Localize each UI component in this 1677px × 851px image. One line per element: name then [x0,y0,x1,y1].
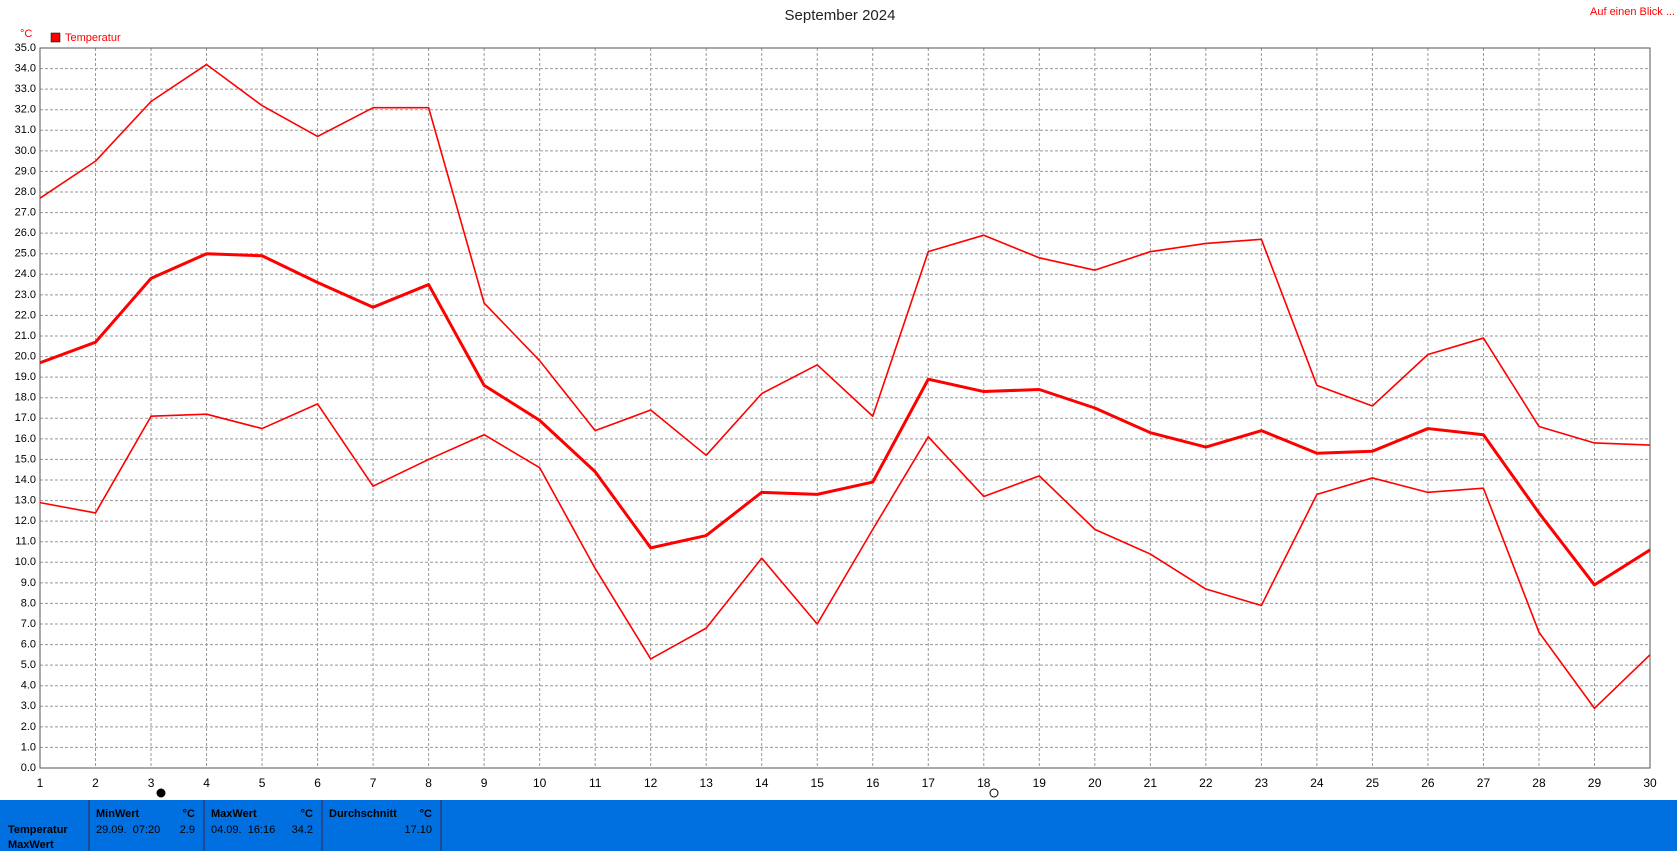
stat-unit: °C [182,808,195,820]
x-tick-label: 7 [370,776,377,790]
x-tick-label: 29 [1588,776,1602,790]
x-tick-label: 16 [866,776,880,790]
row-label: Temperatur [8,824,68,836]
stat-unit: °C [300,808,313,820]
x-tick-label: 24 [1310,776,1324,790]
series-line [39,252,1651,587]
y-tick-label: 32.0 [15,104,36,116]
y-tick-label: 22.0 [15,309,36,321]
overview-link[interactable]: Auf einen Blick ... [1590,6,1675,18]
x-tick-label: 19 [1033,776,1047,790]
moon-icon [156,788,166,798]
y-tick-label: 3.0 [21,700,36,712]
y-tick-label: 10.0 [15,556,36,568]
chart: September 2024 Auf einen Blick ... °C 0.… [15,6,1675,798]
y-tick-label: 31.0 [15,124,36,136]
stat-unit: °C [419,808,432,820]
y-tick-label: 8.0 [21,597,36,609]
x-tick-label: 11 [589,776,602,790]
y-tick-label: 12.0 [15,515,36,527]
y-tick-label: 15.0 [15,453,36,465]
y-tick-label: 29.0 [15,165,36,177]
series-line [39,63,1651,457]
y-tick-label: 18.0 [15,392,36,404]
y-tick-label: 1.0 [21,741,36,753]
y-tick-label: 33.0 [15,83,36,95]
y-tick-label: 11.0 [15,536,36,548]
y-tick-label: 19.0 [15,371,36,383]
x-tick-label: 25 [1366,776,1380,790]
stat-block: MaxWert °C 04.09. 16:16 34.2 [203,800,321,851]
x-tick-label: 8 [425,776,432,790]
y-unit: °C [20,28,32,40]
legend-swatch [50,32,61,43]
x-tick-label: 10 [533,776,547,790]
y-tick-label: 35.0 [15,42,36,54]
stat-value: 34.2 [291,824,313,836]
x-tick-label: 6 [314,776,321,790]
y-tick-label: 20.0 [15,350,36,362]
x-tick-label: 9 [481,776,488,790]
x-tick-label: 13 [700,776,714,790]
x-tick-label: 28 [1532,776,1546,790]
y-tick-label: 13.0 [15,494,36,506]
x-tick-label: 21 [1144,776,1158,790]
y-tick-label: 24.0 [15,268,36,280]
y-tick-label: 21.0 [15,330,36,342]
row-label: MaxWert [8,839,54,851]
y-tick-label: 34.0 [15,62,36,74]
x-tick-label: 14 [755,776,769,790]
x-tick-label: 27 [1477,776,1491,790]
y-tick-label: 23.0 [15,289,36,301]
y-tick-label: 26.0 [15,227,36,239]
x-tick-label: 17 [922,776,936,790]
footer: Temperatur MaxWert MinWert °C 29.09. 07:… [0,800,1677,851]
x-tick-label: 18 [977,776,991,790]
y-tick-label: 6.0 [21,638,36,650]
x-tick-label: 2 [92,776,99,790]
stat-date: 04.09. 16:16 [211,824,276,836]
x-tick-label: 12 [644,776,658,790]
chart-title: September 2024 [785,7,896,24]
x-tick-label: 15 [811,776,825,790]
stat-value: 2.9 [179,824,195,836]
x-tick-label: 22 [1199,776,1213,790]
y-tick-label: 27.0 [15,206,36,218]
legend-label: Temperatur [65,32,121,44]
y-tick-label: 25.0 [15,248,36,260]
y-tick-label: 14.0 [15,474,36,486]
y-tick-label: 28.0 [15,186,36,198]
x-tick-label: 3 [148,776,155,790]
x-tick-label: 5 [259,776,266,790]
stat-header: Durchschnitt [329,808,397,820]
y-tick-label: 16.0 [15,433,36,445]
x-tick-label: 4 [203,776,210,790]
y-tick-label: 2.0 [21,721,36,733]
plot-frame [39,47,1651,769]
y-tick-label: 7.0 [21,618,36,630]
y-tick-label: 30.0 [15,145,36,157]
moon-icon [989,788,999,798]
y-tick-label: 17.0 [15,412,36,424]
stat-header: MaxWert [211,808,257,820]
y-tick-label: 5.0 [21,659,36,671]
x-tick-label: 23 [1255,776,1269,790]
stat-block: Durchschnitt °C 17.10 [321,800,442,851]
x-tick-label: 1 [37,776,44,790]
y-tick-label: 4.0 [21,680,36,692]
series-line [39,403,1651,710]
y-tick-label: 9.0 [21,577,36,589]
x-tick-label: 20 [1088,776,1102,790]
x-tick-label: 26 [1421,776,1435,790]
stat-value: 17.10 [404,824,432,836]
y-tick-label: 0.0 [21,762,36,774]
stat-date: 29.09. 07:20 [96,824,161,836]
stat-header: MinWert [96,808,140,820]
x-tick-label: 30 [1643,776,1657,790]
stat-block: MinWert °C 29.09. 07:20 2.9 [88,800,203,851]
